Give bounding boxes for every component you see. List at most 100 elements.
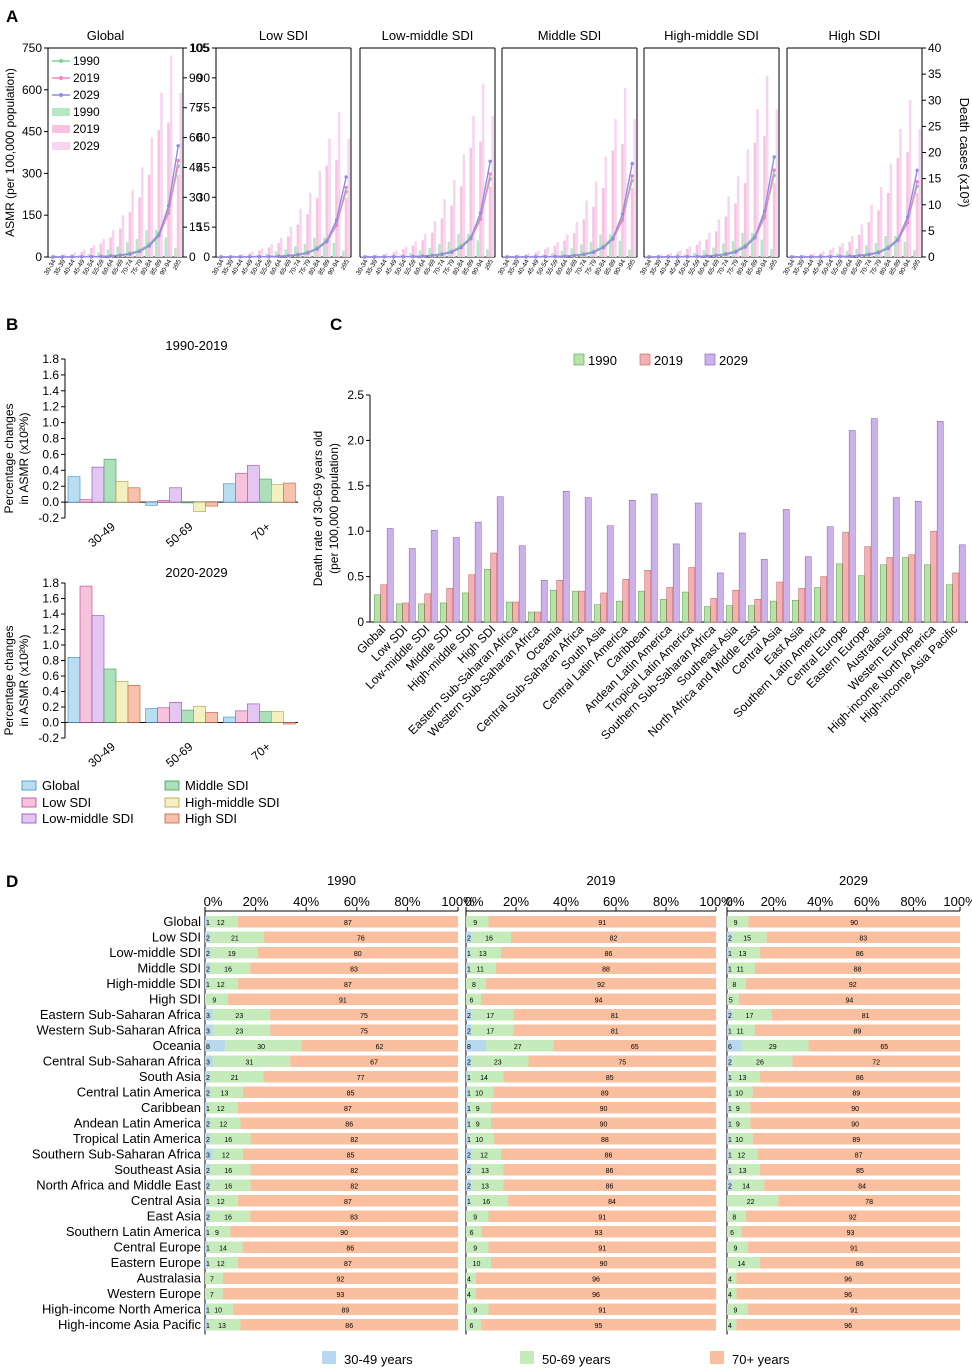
a-bar [167,122,170,258]
d-segment [778,1195,960,1207]
b-y-tick-label: 1.2 [42,400,59,414]
d-value-label: 2 [206,936,210,943]
d-segment [205,916,208,928]
c-bar [732,589,740,623]
d-segment [466,1226,482,1238]
c-bar [703,606,711,623]
d-segment [731,1179,765,1191]
a-line-point [372,255,377,259]
a-bar [332,243,336,257]
b-category-label: 50-69 [163,519,196,550]
a-legend-label: 2029 [73,139,100,153]
d-x-tick-label: 80% [653,894,679,909]
b-y-tick-label: 0.4 [42,463,59,477]
d-value-label: 86 [856,951,864,958]
d-category-label: High-income Asia Pacific [58,1317,202,1332]
d-value-label: 96 [592,1292,600,1299]
b-bar [181,501,194,504]
d-value-label: 95 [595,1323,603,1330]
a-bar [688,246,692,257]
a-bar [860,224,864,257]
d-segment [486,1040,554,1052]
a-bar [686,248,689,257]
c-bar [958,544,966,623]
d-group: 20290%20%40%60%80%100%990215831138611188… [726,873,972,1335]
d-group-title: 1990 [327,873,356,888]
d-segment [205,1272,223,1284]
d-value-label: 10 [473,1261,481,1268]
b-legend-swatch [164,797,180,808]
d-value-label: 87 [855,1153,863,1160]
d-value-label: 91 [598,1215,606,1222]
a-bar [488,186,492,257]
a-line-point [724,252,728,257]
d-segment [729,1024,755,1036]
d-segment [210,1086,243,1098]
c-bar [945,584,953,623]
a-bar [274,251,278,257]
a-bar [708,232,711,257]
a-line-point [219,255,223,259]
d-value-label: 9 [212,998,216,1005]
d-value-label: 15 [743,936,751,943]
a-legend-label: 2029 [73,88,100,102]
a-bar [756,109,759,257]
a-bar [109,237,112,257]
a-line-point [656,255,661,259]
d-segment [727,1241,748,1253]
d-category-label: Oceania [153,1038,202,1053]
d-segment [727,1148,730,1160]
d-value-label: 1 [728,1106,732,1113]
d-value-label: 3 [206,1029,210,1036]
d-value-label: 12 [217,1199,225,1206]
a-right-tick-label: 10 [928,198,942,212]
d-value-label: 9 [736,1122,740,1129]
c-bar [505,601,513,623]
a-line-point [553,254,557,259]
d-segment [503,1179,716,1191]
a-bar [154,230,158,257]
d-value-label: 90 [340,1230,348,1237]
a-bar [650,254,653,257]
d-value-label: 90 [851,1122,859,1129]
d-segment [212,1024,271,1036]
a-line-point [60,255,65,259]
a-bar [566,234,569,257]
d-value-label: 96 [592,1277,600,1284]
d-value-label: 13 [221,1091,229,1098]
d-category-label: South Asia [139,1069,202,1084]
d-value-label: 87 [344,982,352,989]
a-line-point [128,252,132,256]
a-line-point [305,251,310,255]
a-left-tick-label: 150 [22,208,42,222]
d-value-label: 75 [360,1029,368,1036]
a-line-point [905,221,910,225]
d-segment [468,962,496,974]
b-y-tick-label: 0.8 [42,432,59,446]
c-legend-swatch [639,353,651,366]
a-bar [879,187,883,257]
a-line-point [828,255,833,259]
a-bar [231,254,235,257]
a-bar [712,247,715,257]
b-bar [115,681,129,723]
d-segment [759,1164,960,1176]
d-segment [727,1257,760,1269]
a-line-point [857,254,862,258]
d-segment [729,1102,751,1114]
a-bar [125,242,129,257]
c-bar [562,490,570,623]
a-bar [77,255,81,257]
d-segment [511,931,716,943]
a-bar [541,254,544,257]
d-value-label: 6 [469,1323,473,1330]
d-segment [470,1164,504,1176]
d-segment [513,1024,716,1036]
d-value-label: 81 [611,1029,619,1036]
d-segment [205,1024,213,1036]
a-legend-swatch [52,108,70,116]
d-value-label: 1 [728,1122,732,1129]
d-segment [205,962,211,974]
d-segment [466,1241,489,1253]
